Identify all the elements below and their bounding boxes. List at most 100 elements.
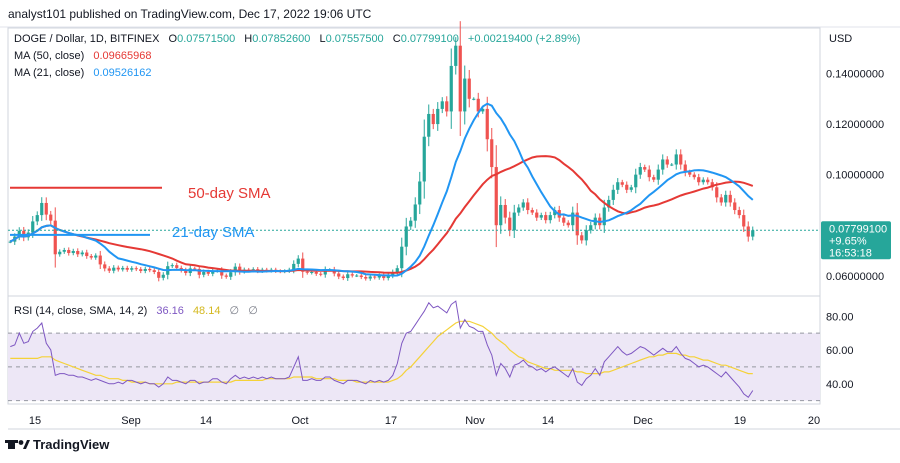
candle bbox=[548, 211, 552, 224]
candle bbox=[683, 160, 687, 177]
candle bbox=[625, 181, 629, 194]
candle bbox=[494, 145, 498, 248]
candle bbox=[724, 190, 728, 207]
price-tag-countdown: 16:53:18 bbox=[829, 247, 872, 259]
candle bbox=[98, 250, 102, 270]
candle bbox=[445, 96, 449, 117]
time-tick-label: 20 bbox=[808, 415, 820, 427]
symbol-label: DOGE / Dollar, 1D, BITFINEX bbox=[14, 33, 160, 45]
candle bbox=[103, 261, 107, 272]
candle bbox=[148, 266, 152, 273]
candles-group bbox=[8, 21, 755, 282]
candle bbox=[728, 190, 732, 207]
candle bbox=[116, 265, 120, 272]
candle bbox=[571, 206, 575, 232]
candle bbox=[355, 274, 359, 278]
close-label: C bbox=[393, 33, 401, 45]
candle bbox=[359, 273, 363, 280]
price-tick-label: 0.10000000 bbox=[826, 170, 884, 182]
open-label: O bbox=[169, 33, 178, 45]
candle bbox=[76, 248, 80, 257]
candle bbox=[665, 156, 669, 168]
ma50-label: MA (50, close) bbox=[14, 50, 84, 62]
candle bbox=[224, 273, 228, 279]
candle bbox=[701, 177, 705, 185]
candle bbox=[418, 171, 422, 215]
candle bbox=[544, 211, 548, 224]
candle bbox=[112, 265, 116, 274]
candle bbox=[40, 197, 44, 221]
candle bbox=[719, 194, 723, 206]
candle bbox=[364, 274, 368, 281]
candle bbox=[44, 197, 48, 221]
rsi-na-icon-2: ∅ bbox=[248, 305, 258, 317]
time-axis[interactable]: 15 Sep 14 Oct 17 Nov 14 Dec 19 20 bbox=[29, 415, 820, 427]
candle bbox=[638, 162, 642, 179]
candle bbox=[17, 227, 21, 241]
rsi-label: RSI (14, close, SMA, 14, 2) bbox=[14, 305, 147, 317]
time-tick-label: 14 bbox=[542, 415, 554, 427]
ma21-label: MA (21, close) bbox=[14, 67, 84, 79]
publisher-line: analyst101 published on TradingView.com,… bbox=[8, 7, 372, 21]
time-tick-label: Oct bbox=[291, 415, 308, 427]
time-tick-label: 14 bbox=[200, 415, 212, 427]
rsi-ma-value: 48.14 bbox=[193, 305, 221, 317]
price-tag-price: 0.07799100 bbox=[829, 223, 887, 235]
candle bbox=[233, 263, 237, 276]
candle bbox=[539, 212, 543, 221]
legend-row-ma50: MA (50, close) 0.09665968 bbox=[14, 50, 152, 62]
candle bbox=[53, 207, 57, 268]
candle bbox=[125, 265, 129, 272]
candle bbox=[566, 220, 570, 228]
high-label: H bbox=[244, 33, 252, 45]
candle bbox=[107, 266, 111, 274]
legend-row-ma21: MA (21, close) 0.09526162 bbox=[14, 67, 152, 79]
candle bbox=[751, 226, 755, 241]
ma21-value: 0.09526162 bbox=[93, 67, 151, 79]
candle bbox=[85, 249, 89, 259]
candle bbox=[391, 269, 395, 279]
candle bbox=[89, 254, 93, 260]
price-tick-label: 0.06000000 bbox=[826, 271, 884, 283]
candle bbox=[679, 149, 683, 170]
time-tick-label: Sep bbox=[121, 415, 141, 427]
candle bbox=[440, 97, 444, 114]
close-value: 0.07799100 bbox=[401, 33, 459, 45]
candle bbox=[553, 206, 557, 219]
candle bbox=[580, 232, 584, 244]
candle bbox=[674, 149, 678, 170]
candle bbox=[652, 174, 656, 183]
candle bbox=[737, 206, 741, 219]
candle bbox=[301, 252, 305, 278]
candle bbox=[49, 210, 53, 225]
candle bbox=[422, 119, 426, 199]
candle bbox=[386, 273, 390, 281]
time-tick-label: 17 bbox=[385, 415, 397, 427]
candle bbox=[134, 266, 138, 272]
candle bbox=[382, 273, 386, 281]
currency-label: USD bbox=[829, 33, 852, 45]
candle bbox=[296, 255, 300, 268]
candle bbox=[427, 104, 431, 147]
candle bbox=[454, 37, 458, 75]
candle bbox=[706, 177, 710, 185]
candle bbox=[130, 266, 134, 272]
candle bbox=[472, 97, 476, 101]
rsi-tick-label: 60.00 bbox=[826, 345, 854, 357]
candle bbox=[404, 217, 408, 256]
candle bbox=[413, 197, 417, 228]
candle bbox=[742, 209, 746, 232]
candle bbox=[530, 207, 534, 215]
candle bbox=[643, 164, 647, 172]
candle bbox=[62, 247, 66, 254]
ma50-line bbox=[9, 155, 754, 274]
candle bbox=[485, 96, 489, 152]
candle bbox=[634, 168, 638, 194]
rsi-axis[interactable]: 80.00 60.00 40.00 bbox=[826, 311, 854, 391]
candle bbox=[463, 65, 467, 125]
candle bbox=[607, 195, 611, 212]
candle bbox=[562, 214, 566, 226]
candle bbox=[211, 268, 215, 277]
candle bbox=[71, 248, 75, 256]
time-tick-label: 19 bbox=[734, 415, 746, 427]
